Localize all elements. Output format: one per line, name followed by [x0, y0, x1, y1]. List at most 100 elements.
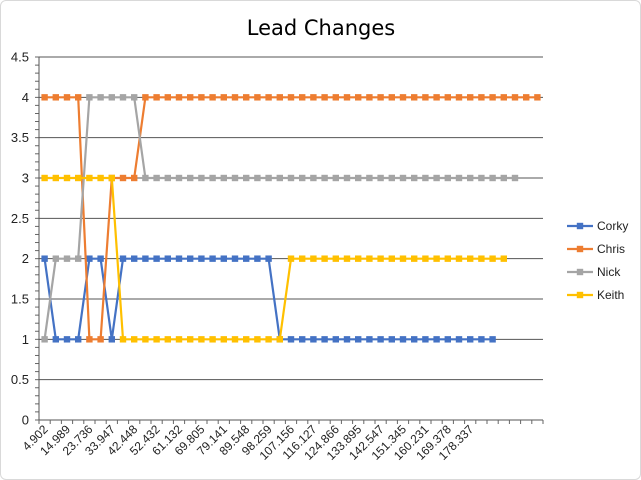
y-tick-label: 2.5 [11, 211, 29, 226]
data-point-keith [467, 255, 474, 262]
data-point-keith [108, 174, 115, 182]
series-group [41, 94, 541, 343]
data-point-corky [175, 255, 183, 262]
data-point-keith [366, 255, 373, 262]
data-point-nick [332, 174, 339, 182]
legend-label-keith: Keith [597, 288, 624, 302]
data-point-keith [209, 336, 216, 343]
data-point-keith [63, 174, 71, 182]
data-point-keith [455, 255, 463, 262]
data-point-nick [455, 174, 463, 182]
data-point-chris [355, 94, 362, 101]
data-point-keith [97, 174, 104, 182]
data-point-nick [153, 174, 160, 182]
data-point-chris [220, 94, 227, 101]
data-point-corky [63, 336, 71, 343]
data-point-nick [108, 94, 115, 101]
data-point-keith [41, 174, 48, 182]
data-point-chris [366, 94, 373, 101]
data-point-corky [433, 336, 440, 343]
data-point-keith [164, 336, 171, 343]
data-point-chris [131, 174, 138, 182]
data-point-keith [310, 255, 317, 262]
data-point-nick [388, 174, 395, 182]
data-point-chris [478, 94, 485, 101]
data-point-nick [97, 94, 104, 101]
data-point-corky [467, 336, 474, 343]
data-point-nick [131, 94, 138, 101]
data-point-nick [86, 94, 93, 101]
legend-marker-keith [576, 291, 584, 299]
data-point-keith [287, 255, 295, 262]
data-point-corky [254, 255, 261, 262]
data-point-keith [321, 255, 328, 262]
data-point-nick [411, 174, 418, 182]
data-point-chris [254, 94, 261, 101]
data-point-keith [52, 174, 59, 182]
data-point-keith [388, 255, 395, 262]
data-point-corky [355, 336, 362, 343]
y-tick-label: 3.5 [11, 130, 29, 145]
chart-title: Lead Changes [247, 16, 395, 40]
data-point-chris [511, 94, 519, 101]
data-point-chris [231, 94, 239, 101]
y-tick-label: 4 [22, 90, 29, 105]
data-point-chris [388, 94, 395, 101]
data-point-nick [287, 174, 295, 182]
data-point-corky [75, 336, 82, 343]
data-point-chris [198, 94, 205, 101]
data-point-nick [187, 174, 194, 182]
data-point-keith [433, 255, 440, 262]
data-point-chris [455, 94, 463, 101]
data-point-chris [276, 94, 283, 101]
data-point-keith [131, 336, 138, 343]
data-point-chris [164, 94, 171, 101]
data-point-corky [310, 336, 317, 343]
data-point-keith [243, 336, 250, 343]
data-point-keith [187, 336, 194, 343]
y-tick-label: 1.5 [11, 292, 29, 307]
data-point-corky [86, 255, 93, 262]
data-point-nick [321, 174, 328, 182]
data-point-corky [97, 255, 104, 262]
data-point-corky [343, 336, 351, 343]
data-point-corky [321, 336, 328, 343]
data-point-chris [467, 94, 474, 101]
data-point-corky [220, 255, 227, 262]
data-point-nick [243, 174, 250, 182]
legend-label-chris: Chris [597, 242, 625, 256]
data-point-corky [131, 255, 138, 262]
legend-marker-corky [576, 222, 584, 230]
data-point-nick [63, 255, 71, 262]
data-point-chris [523, 94, 530, 101]
data-point-keith [276, 336, 283, 343]
data-point-nick [399, 174, 407, 182]
data-point-corky [243, 255, 250, 262]
data-point-nick [422, 174, 429, 182]
data-point-keith [153, 336, 160, 343]
data-point-corky [231, 255, 239, 262]
legend: Corky Chris Nick Keith [567, 219, 628, 302]
data-point-chris [534, 94, 541, 101]
data-point-corky [187, 255, 194, 262]
data-point-nick [433, 174, 440, 182]
legend-marker-chris [576, 245, 584, 253]
data-point-nick [142, 174, 149, 182]
data-point-nick [489, 174, 496, 182]
data-point-corky [388, 336, 395, 343]
data-point-keith [343, 255, 351, 262]
data-point-corky [455, 336, 463, 343]
data-point-chris [209, 94, 216, 101]
data-point-keith [198, 336, 205, 343]
data-point-chris [377, 94, 384, 101]
data-point-nick [254, 174, 261, 182]
data-point-corky [287, 336, 295, 343]
data-point-corky [366, 336, 373, 343]
data-point-corky [41, 255, 48, 262]
y-tick-label: 3 [22, 171, 29, 186]
data-point-nick [220, 174, 227, 182]
data-point-chris [175, 94, 183, 101]
data-point-corky [444, 336, 451, 343]
